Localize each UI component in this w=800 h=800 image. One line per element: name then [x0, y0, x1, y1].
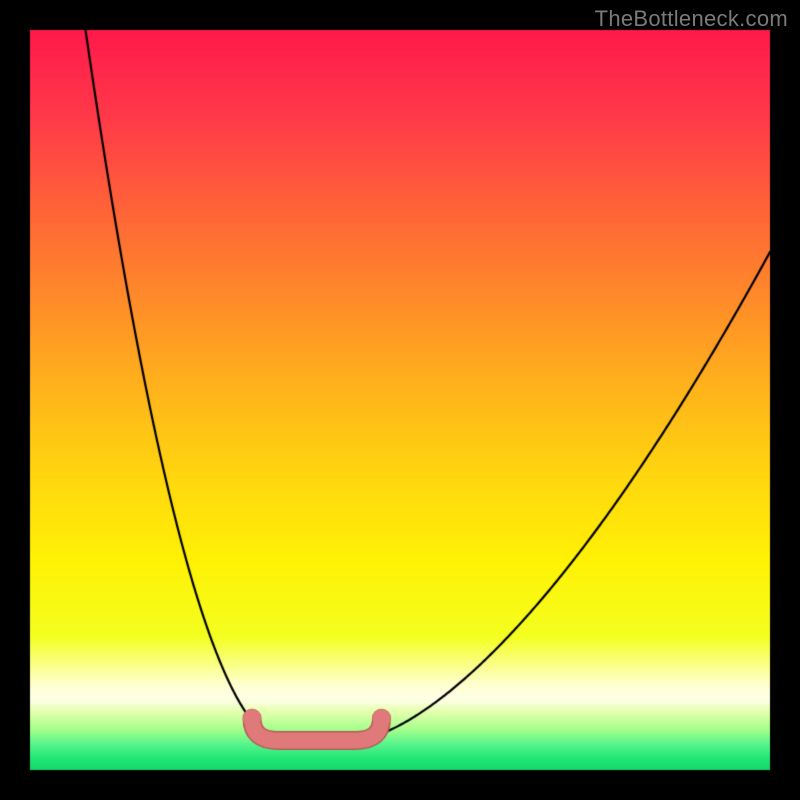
bottleneck-chart-canvas: [0, 0, 800, 800]
watermark-text: TheBottleneck.com: [595, 6, 788, 32]
